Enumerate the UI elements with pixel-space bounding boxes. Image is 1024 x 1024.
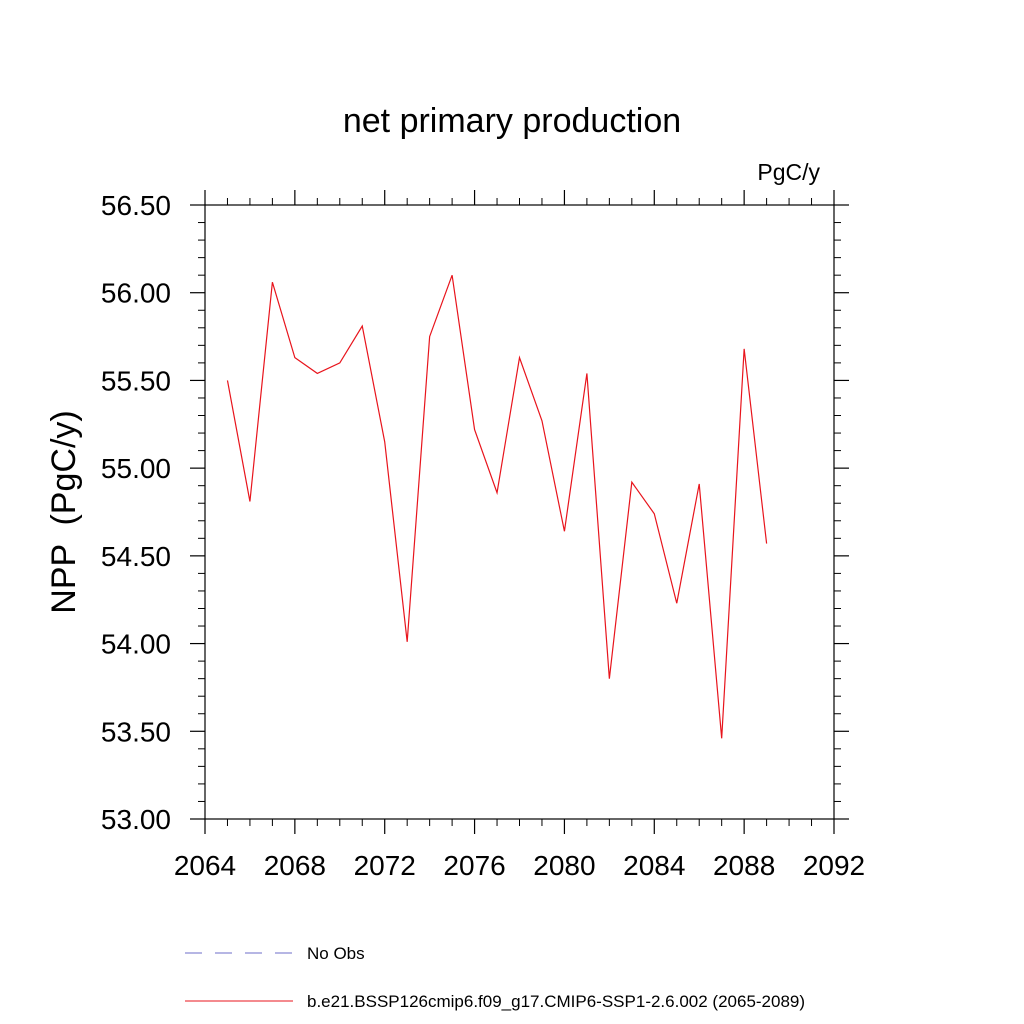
- series-group: [226, 274, 768, 739]
- x-tick-label: 2088: [713, 850, 775, 881]
- data-point: [473, 428, 475, 430]
- data-point: [361, 325, 363, 327]
- y-tick-label: 55.00: [101, 453, 171, 484]
- data-point: [586, 372, 588, 374]
- legend-label-1: b.e21.BSSP126cmip6.f09_g17.CMIP6-SSP1-2.…: [307, 992, 805, 1011]
- data-point: [743, 348, 745, 350]
- data-point: [271, 281, 273, 283]
- data-point: [249, 500, 251, 502]
- y-tick-label: 53.00: [101, 804, 171, 835]
- y-tick-label: 54.00: [101, 629, 171, 660]
- data-point: [316, 372, 318, 374]
- data-point: [698, 483, 700, 485]
- x-tick-label: 2064: [174, 850, 236, 881]
- data-point: [765, 542, 767, 544]
- y-tick-label: 56.50: [101, 190, 171, 221]
- data-point: [720, 737, 722, 739]
- legend: No Obs b.e21.BSSP126cmip6.f09_g17.CMIP6-S…: [185, 944, 805, 1011]
- plot-frame: [204, 204, 835, 820]
- data-point: [518, 356, 520, 358]
- y-axis-label: NPP (PgC/y): [45, 410, 83, 613]
- data-point: [563, 530, 565, 532]
- x-tick-label: 2068: [264, 850, 326, 881]
- y-tick-labels: 53.00 53.50 54.00 54.50 55.00 55.50 56.00 56.50: [101, 190, 171, 835]
- x-tick-label: 2080: [533, 850, 595, 881]
- y-tick-label: 53.50: [101, 716, 171, 747]
- data-point: [496, 492, 498, 494]
- series-line-0: [226, 274, 768, 739]
- data-point: [608, 677, 610, 679]
- data-point: [541, 420, 543, 422]
- units-label: PgC/y: [757, 159, 820, 185]
- y-tick-label: 55.50: [101, 365, 171, 396]
- data-point: [384, 441, 386, 443]
- data-point: [428, 335, 430, 337]
- data-point: [653, 513, 655, 515]
- data-point: [676, 602, 678, 604]
- data-point: [226, 379, 228, 381]
- x-tick-labels: 2064 2068 2072 2076 2080 2084 2088 2092: [174, 850, 865, 881]
- x-tick-label: 2072: [354, 850, 416, 881]
- chart-title: net primary production: [343, 102, 681, 140]
- data-point: [451, 274, 453, 276]
- x-tick-label: 2084: [623, 850, 685, 881]
- x-tick-label: 2092: [803, 850, 865, 881]
- y-tick-label: 56.00: [101, 278, 171, 309]
- data-point: [294, 356, 296, 358]
- data-point: [631, 481, 633, 483]
- x-tick-label: 2076: [443, 850, 505, 881]
- legend-label-0: No Obs: [307, 944, 365, 963]
- axis-ticks: [190, 190, 849, 834]
- data-point: [406, 641, 408, 643]
- data-point: [339, 362, 341, 364]
- y-tick-label: 54.50: [101, 541, 171, 572]
